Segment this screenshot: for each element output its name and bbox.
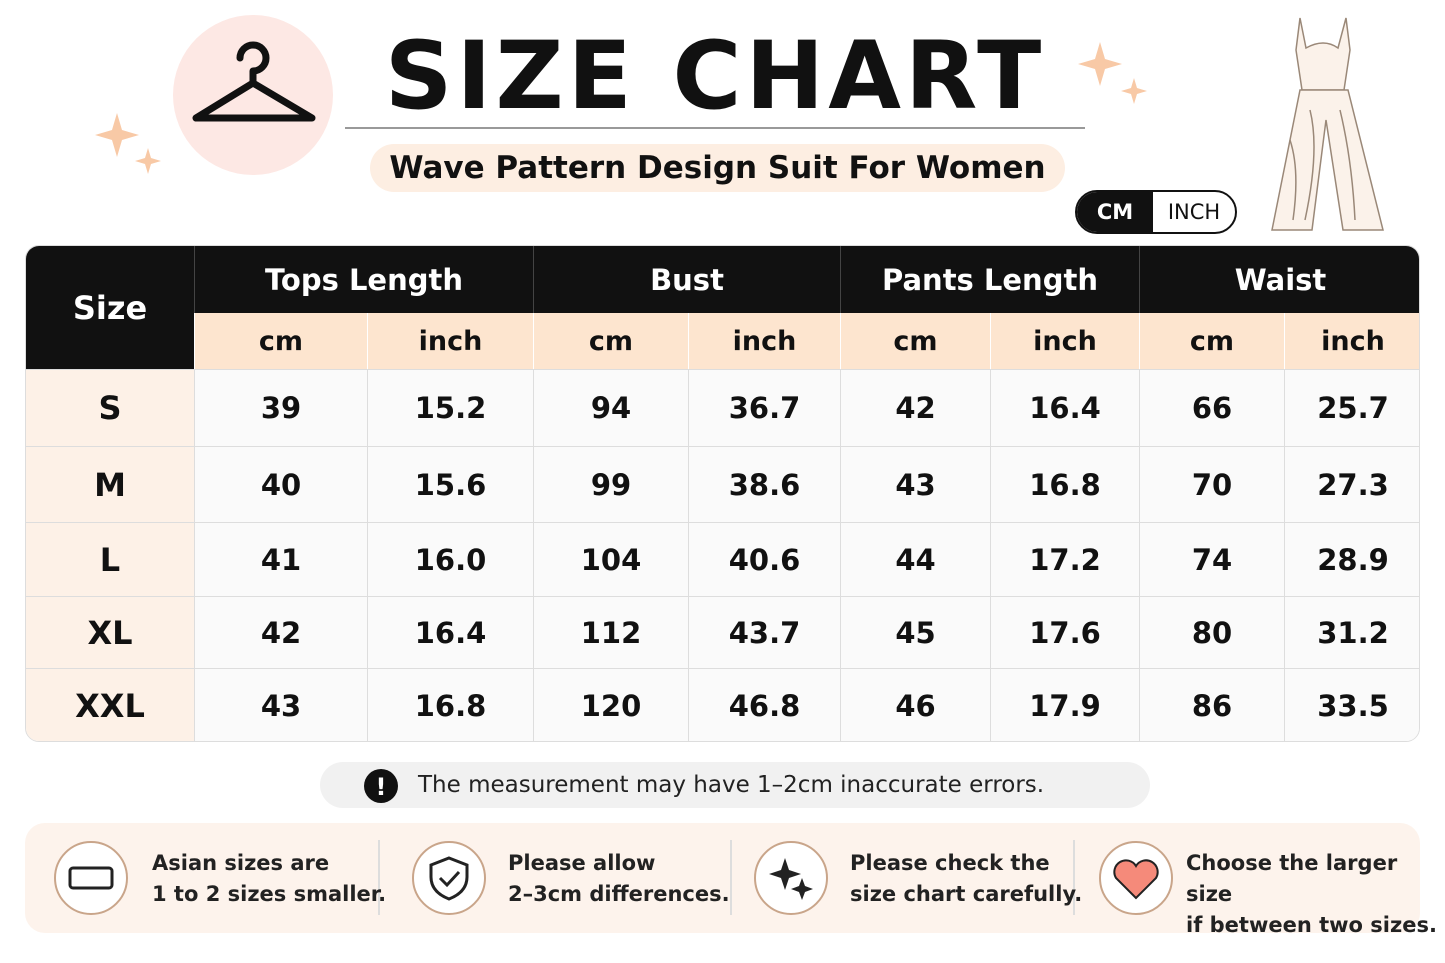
- shield-icon: [429, 856, 469, 901]
- table-cell: 16.4: [367, 596, 533, 668]
- tip-line: Please allow: [508, 851, 656, 875]
- table-cell: 40: [194, 446, 367, 522]
- table-cell: 25.7: [1284, 369, 1419, 446]
- table-cell: 99: [533, 446, 688, 522]
- table-cell: 40.6: [688, 522, 840, 596]
- tip-line: size chart carefully.: [850, 882, 1083, 906]
- table-cell: 94: [533, 369, 688, 446]
- tip: Asian sizes are 1 to 2 sizes smaller.: [152, 848, 386, 910]
- table-cell: 15.2: [367, 369, 533, 446]
- sparkles: [95, 42, 1147, 174]
- size-table: Size Tops Length cm inch Bust cm inch Pants Len…: [25, 245, 1420, 742]
- table-cell: 80: [1139, 596, 1284, 668]
- group-header: Waist: [1139, 246, 1419, 313]
- note: The measurement may have 1–2cm inaccurat…: [418, 772, 1045, 798]
- tip: Choose the larger size if between two siz…: [1186, 848, 1445, 941]
- table-cell: 16.4: [990, 369, 1139, 446]
- tip: Please check the size chart carefully.: [850, 848, 1082, 910]
- unit-header: inch: [367, 313, 533, 369]
- subtitle-pill: [370, 144, 1065, 192]
- tip-icon-circles: [54, 841, 1173, 915]
- size-label: XL: [26, 596, 194, 668]
- table-cell: 17.6: [990, 596, 1139, 668]
- table-cell: 46.8: [688, 668, 840, 741]
- outfit-illustration: [1271, 17, 1384, 231]
- size-label: L: [26, 522, 194, 596]
- table-cell: 41: [194, 522, 367, 596]
- note-pill: [320, 762, 1150, 808]
- tip-line: Asian sizes are: [152, 851, 330, 875]
- unit-header: inch: [688, 313, 840, 369]
- table-cell: 36.7: [688, 369, 840, 446]
- unit-toggle: CM INCH: [1075, 190, 1237, 234]
- tip-line: Choose the larger size: [1186, 851, 1398, 906]
- unit-header: inch: [990, 313, 1139, 369]
- sparkle-icon: [769, 858, 813, 900]
- group-header: Tops Length: [194, 246, 533, 313]
- table-cell: 70: [1139, 446, 1284, 522]
- unit-header: cm: [194, 313, 367, 369]
- table-cell: 27.3: [1284, 446, 1419, 522]
- size-header: Size: [26, 246, 194, 369]
- table-cell: 31.2: [1284, 596, 1419, 668]
- toggle-inch[interactable]: INCH: [1167, 200, 1221, 224]
- table-cell: 33.5: [1284, 668, 1419, 741]
- table-cell: 120: [533, 668, 688, 741]
- table-cell: 43: [840, 446, 990, 522]
- size-label: XXL: [26, 668, 194, 741]
- unit-header: cm: [1139, 313, 1284, 369]
- alert-icon: [364, 769, 398, 803]
- size-label: M: [26, 446, 194, 522]
- tip-dividers: [378, 840, 1075, 915]
- tip-line: 1 to 2 sizes smaller.: [152, 882, 387, 906]
- unit-header: inch: [1284, 313, 1419, 369]
- tip-line: 2–3cm differences.: [508, 882, 730, 906]
- table-cell: 42: [194, 596, 367, 668]
- table-cell: 39: [194, 369, 367, 446]
- unit-header: cm: [533, 313, 688, 369]
- table-cell: 15.6: [367, 446, 533, 522]
- group-header: Bust: [533, 246, 840, 313]
- table-cell: 46: [840, 668, 990, 741]
- table-cell: 45: [840, 596, 990, 668]
- table-cell: 28.9: [1284, 522, 1419, 596]
- table-cell: 66: [1139, 369, 1284, 446]
- hanger-badge: [173, 15, 333, 175]
- tip: Please allow 2–3cm differences.: [508, 848, 730, 910]
- table-cell: 44: [840, 522, 990, 596]
- unit-header: cm: [840, 313, 990, 369]
- table-cell: 112: [533, 596, 688, 668]
- subtitle: Wave Pattern Design Suit For Women: [389, 150, 1046, 186]
- hanger-icon: [192, 41, 316, 122]
- title: SIZE CHART: [384, 22, 1046, 131]
- group-header: Pants Length: [840, 246, 1139, 313]
- table-cell: 16.8: [990, 446, 1139, 522]
- table-cell: 43: [194, 668, 367, 741]
- alert-mark: !: [376, 773, 387, 801]
- table-cell: 17.9: [990, 668, 1139, 741]
- tips-band: [25, 823, 1420, 933]
- tip-line: if between two sizes.: [1186, 913, 1437, 937]
- table-cell: 38.6: [688, 446, 840, 522]
- size-label: S: [26, 369, 194, 446]
- table-cell: 42: [840, 369, 990, 446]
- table-cell: 16.8: [367, 668, 533, 741]
- table-cell: 17.2: [990, 522, 1139, 596]
- table-cell: 16.0: [367, 522, 533, 596]
- table-cell: 86: [1139, 668, 1284, 741]
- tip-line: Please check the: [850, 851, 1050, 875]
- heart-icon: [1113, 859, 1159, 900]
- table-cell: 74: [1139, 522, 1284, 596]
- ruler-icon: [68, 866, 114, 890]
- table-cell: 104: [533, 522, 688, 596]
- toggle-cm[interactable]: CM: [1077, 192, 1153, 232]
- table-cell: 43.7: [688, 596, 840, 668]
